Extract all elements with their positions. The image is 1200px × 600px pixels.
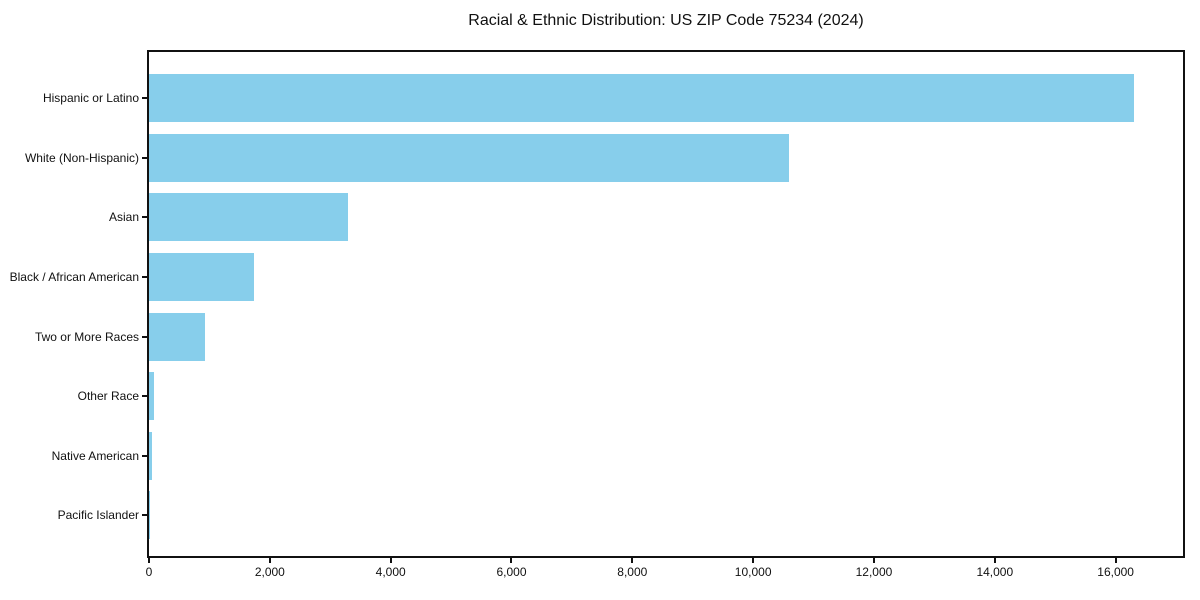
bar — [149, 74, 1134, 122]
y-tick-label: Native American — [51, 448, 139, 463]
x-tick-label: 6,000 — [496, 565, 527, 579]
x-tick-label: 16,000 — [1097, 565, 1134, 579]
plot-area — [147, 50, 1185, 558]
x-tick-label: 8,000 — [617, 565, 648, 579]
x-tick-label: 0 — [145, 565, 153, 579]
x-tick-label: 2,000 — [254, 565, 285, 579]
y-tick-label: Other Race — [77, 389, 139, 404]
y-tick-mark — [142, 395, 147, 398]
y-tick-mark — [142, 216, 147, 219]
bar — [149, 312, 205, 361]
x-tick-mark — [1114, 558, 1117, 563]
bar — [149, 252, 254, 301]
bar — [149, 193, 349, 242]
x-tick-mark — [268, 558, 271, 563]
bar — [149, 133, 790, 182]
bar — [149, 431, 152, 480]
y-tick-mark — [142, 454, 147, 457]
y-tick-label: Asian — [108, 210, 139, 225]
y-tick-label: White (Non-Hispanic) — [24, 150, 139, 165]
y-tick-label: Hispanic or Latino — [42, 91, 139, 105]
x-tick-label: 12,000 — [855, 565, 893, 579]
x-tick-label: 10,000 — [734, 565, 772, 579]
y-tick-label: Pacific Islander — [57, 508, 139, 523]
y-tick-mark — [142, 335, 147, 338]
x-tick-mark — [872, 558, 875, 563]
bar — [149, 372, 155, 421]
x-tick-mark — [148, 558, 150, 563]
y-tick-mark — [142, 97, 147, 99]
y-tick-mark — [142, 156, 147, 159]
x-tick-label: 4,000 — [375, 565, 406, 579]
x-tick-label: 14,000 — [976, 565, 1014, 579]
y-tick-label: Two or More Races — [34, 329, 139, 344]
x-tick-mark — [389, 558, 392, 563]
y-tick-mark — [142, 275, 147, 278]
y-tick-label: Black / African American — [9, 269, 139, 284]
chart-title: Racial & Ethnic Distribution: US ZIP Cod… — [468, 12, 864, 29]
x-tick-mark — [752, 558, 755, 563]
x-tick-mark — [993, 558, 996, 563]
y-tick-mark — [142, 514, 147, 517]
x-tick-mark — [510, 558, 513, 563]
bar — [149, 491, 150, 540]
x-tick-mark — [631, 558, 634, 563]
